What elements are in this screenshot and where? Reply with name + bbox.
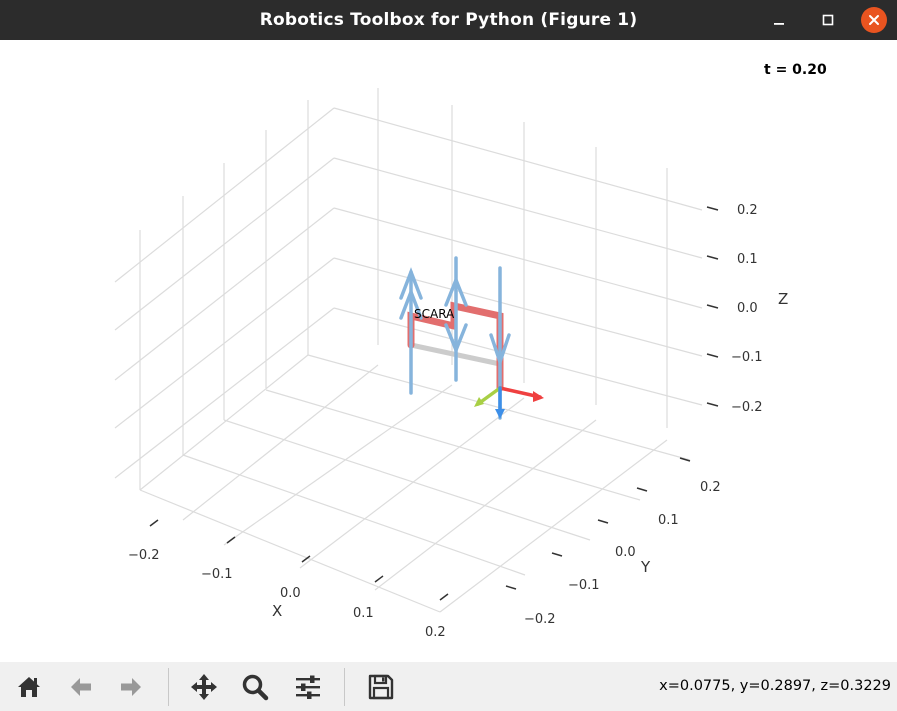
pan-icon [191, 674, 217, 700]
configure-subplots-button[interactable] [293, 672, 323, 702]
x-tick-label: 0.2 [425, 625, 446, 640]
y-tick-labels: 0.2 0.1 0.0 −0.1 −0.2 [524, 480, 721, 627]
z-tick-label: −0.1 [731, 350, 763, 365]
maximize-button[interactable] [815, 7, 841, 33]
y-tick-label: −0.1 [568, 578, 600, 593]
y-tick-label: 0.0 [615, 545, 636, 560]
z-tick-label: 0.1 [737, 252, 758, 267]
toolbar-separator [168, 668, 169, 706]
save-button[interactable] [366, 672, 396, 702]
configure-subplots-icon [296, 675, 320, 699]
end-effector-frame [474, 386, 544, 419]
z-tick-labels: 0.2 0.1 0.0 −0.1 −0.2 [731, 203, 763, 415]
plot-3d[interactable]: 0.2 0.1 0.0 −0.1 −0.2 Z −0.2 −0.1 0.0 0.… [0, 40, 897, 662]
minimize-button[interactable] [766, 7, 792, 33]
z-tick-label: 0.0 [737, 301, 758, 316]
cursor-coordinates: x=0.0775, y=0.2897, z=0.3229 [659, 678, 891, 694]
x-tick-labels: −0.2 −0.1 0.0 0.1 0.2 [128, 548, 446, 640]
close-button[interactable] [861, 7, 887, 33]
back-button[interactable] [66, 672, 96, 702]
zoom-button[interactable] [240, 672, 270, 702]
toolbar-separator [344, 668, 345, 706]
pan-button[interactable] [189, 672, 219, 702]
x-tick-label: 0.1 [353, 606, 374, 621]
y-axis-label: Y [640, 558, 651, 576]
x-tick-label: −0.1 [201, 567, 233, 582]
back-arrow-icon [71, 678, 91, 696]
z-tick-label: −0.2 [731, 400, 763, 415]
z-tick-label: 0.2 [737, 203, 758, 218]
z-axis-label: Z [778, 290, 788, 308]
y-tick-label: −0.2 [524, 612, 556, 627]
close-icon [869, 15, 879, 25]
figure-canvas[interactable]: 0.2 0.1 0.0 −0.1 −0.2 Z −0.2 −0.1 0.0 0.… [0, 40, 897, 662]
x-tick-label: 0.0 [280, 586, 301, 601]
home-button[interactable] [14, 672, 44, 702]
x-axis-label: X [272, 602, 282, 620]
home-icon [18, 677, 40, 697]
axes-grid [114, 88, 703, 613]
y-tick-label: 0.2 [700, 480, 721, 495]
zoom-icon [242, 674, 269, 701]
robot-label: SCARA [414, 307, 455, 321]
title-bar: Robotics Toolbox for Python (Figure 1) [0, 0, 897, 40]
forward-arrow-icon [121, 678, 141, 696]
minimize-icon [774, 23, 784, 25]
tick-marks [149, 206, 719, 601]
time-label: t = 0.20 [764, 62, 827, 78]
x-tick-label: −0.2 [128, 548, 160, 563]
maximize-icon [822, 14, 834, 26]
forward-button[interactable] [116, 672, 146, 702]
save-icon [368, 674, 394, 700]
window-title: Robotics Toolbox for Python (Figure 1) [259, 10, 638, 30]
navigation-toolbar: x=0.0775, y=0.2897, z=0.3229 [0, 662, 897, 711]
y-tick-label: 0.1 [658, 513, 679, 528]
